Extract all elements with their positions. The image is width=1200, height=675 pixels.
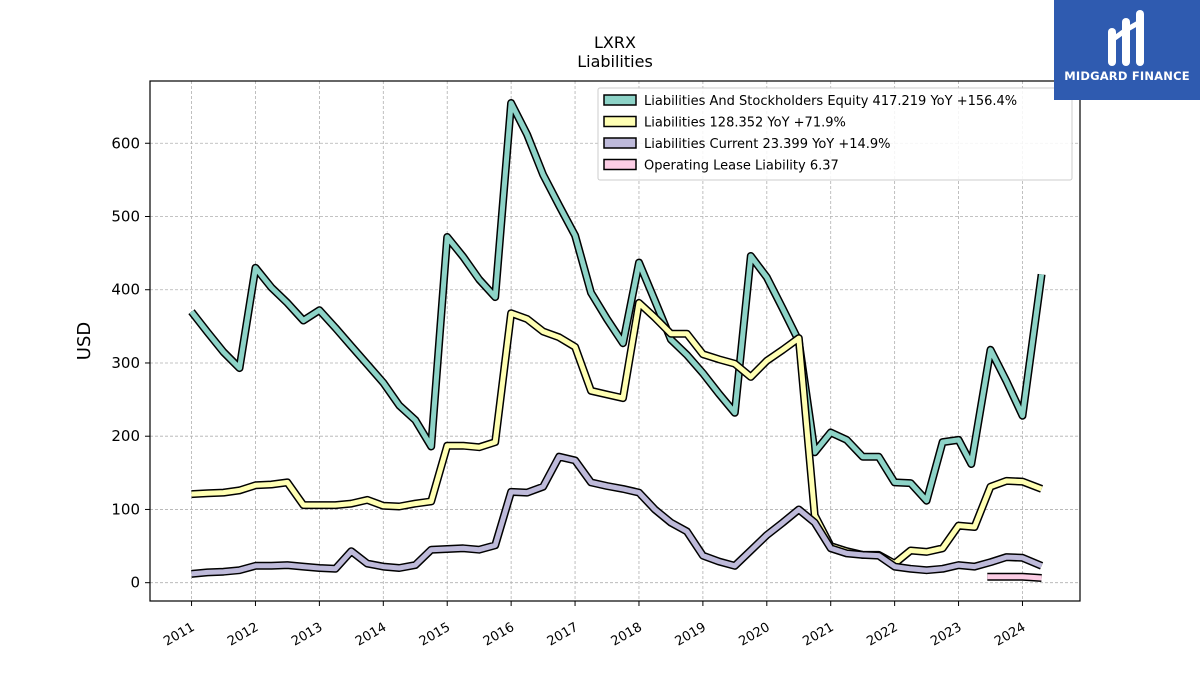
- x-tick-label: 2019: [673, 620, 709, 650]
- chart-subtitle: Liabilities: [577, 52, 653, 71]
- logo-mark-icon: [1108, 10, 1144, 66]
- series-0: [188, 99, 1046, 505]
- series-line: [191, 454, 1043, 577]
- y-tick-label: 0: [130, 574, 140, 592]
- series-1: [191, 298, 1044, 568]
- x-tick-label: 2014: [353, 620, 389, 650]
- chart-title: LXRX: [594, 33, 636, 52]
- x-tick-label: 2015: [417, 620, 453, 650]
- series-3: [987, 572, 1042, 582]
- series-line: [987, 574, 1042, 581]
- x-tick-label: 2020: [737, 620, 773, 650]
- legend: Liabilities And Stockholders Equity 417.…: [597, 87, 1073, 181]
- y-axis: 0 100 200 300 400 500 600: [111, 134, 150, 592]
- axes-frame: [149, 80, 1081, 602]
- y-axis-label: USD: [74, 322, 95, 360]
- y-tick-label: 300: [111, 354, 140, 372]
- series-2: [191, 452, 1044, 578]
- logo: MIDGARD FINANCE: [1054, 0, 1200, 100]
- x-tick-label: 2016: [481, 620, 517, 650]
- series-line: [189, 100, 1045, 504]
- logo-text: MIDGARD FINANCE: [1064, 69, 1190, 83]
- series-line: [191, 300, 1043, 567]
- legend-swatch: [603, 115, 637, 128]
- y-tick-label: 600: [111, 134, 140, 152]
- x-axis: 2011 2012 2013 2014 2015 2016 2017 2018 2019 2020…: [161, 601, 1028, 649]
- legend-box: [597, 87, 1073, 181]
- x-tick-label: 2012: [225, 620, 261, 650]
- legend-swatch: [603, 137, 637, 149]
- y-tick-label: 200: [111, 427, 140, 445]
- x-tick-label: 2024: [992, 620, 1028, 650]
- x-tick-label: 2011: [161, 620, 197, 650]
- legend-label: Liabilities 128.352 YoY +71.9%: [644, 116, 846, 131]
- legend-swatch: [603, 158, 637, 171]
- legend-label: Operating Lease Liability 6.37: [644, 159, 839, 174]
- y-tick-label: 400: [111, 281, 140, 299]
- y-tick-label: 500: [111, 207, 140, 225]
- legend-swatch: [603, 94, 637, 106]
- x-tick-label: 2023: [928, 620, 964, 650]
- x-tick-label: 2018: [609, 620, 645, 650]
- legend-label: Liabilities Current 23.399 YoY +14.9%: [644, 137, 891, 152]
- x-tick-label: 2017: [545, 620, 581, 650]
- x-tick-label: 2022: [864, 620, 900, 650]
- y-tick-label: 100: [111, 500, 140, 518]
- legend-label: Liabilities And Stockholders Equity 417.…: [644, 94, 1017, 109]
- series-layer: [188, 99, 1046, 582]
- x-tick-label: 2013: [289, 620, 325, 650]
- x-tick-label: 2021: [800, 620, 836, 650]
